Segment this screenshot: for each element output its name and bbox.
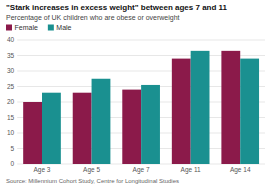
chart-svg: "Stark increases in excess weight" betwe… — [0, 0, 270, 186]
bar — [221, 51, 240, 164]
y-tick-label: 40 — [7, 36, 15, 43]
y-axis: 0 5 10 15 20 25 30 35 40 — [7, 36, 265, 167]
x-tick-label: Age 5 — [83, 166, 100, 174]
x-tick-label: Age 3 — [34, 166, 51, 174]
legend: Female Male — [6, 24, 72, 31]
y-tick-label: 0 — [11, 160, 15, 167]
legend-label: Male — [56, 24, 71, 31]
x-tick-label: Age 7 — [133, 166, 150, 174]
x-tick-label: Age 14 — [230, 166, 251, 174]
bar — [240, 59, 259, 164]
bar — [42, 93, 61, 164]
bar — [23, 102, 42, 164]
y-tick-label: 15 — [7, 114, 15, 121]
y-tick-label: 30 — [7, 67, 15, 74]
bar — [141, 85, 160, 164]
y-tick-label: 5 — [11, 145, 15, 152]
legend-label: Female — [15, 24, 38, 31]
bar — [92, 79, 111, 164]
subtitle: Percentage of UK children who are obese … — [6, 14, 180, 22]
title: "Stark increases in excess weight" betwe… — [6, 3, 228, 12]
x-tick-label: Age 11 — [181, 166, 202, 174]
bars — [23, 51, 259, 164]
bar — [73, 93, 92, 164]
bar — [191, 51, 210, 164]
legend-swatch — [6, 25, 12, 31]
legend-swatch — [48, 25, 54, 31]
y-tick-label: 10 — [7, 129, 15, 136]
y-tick-label: 35 — [7, 52, 15, 59]
y-tick-label: 25 — [7, 83, 15, 90]
x-axis: Age 3 Age 5 Age 7 Age 11 Age 14 — [34, 166, 251, 174]
source: Source: Millennium Cohort Study, Centre … — [6, 178, 179, 184]
grid-line — [17, 40, 265, 41]
chart-container: "Stark increases in excess weight" betwe… — [0, 0, 270, 186]
bar — [172, 59, 191, 164]
y-tick-label: 20 — [7, 98, 15, 105]
bar — [122, 90, 141, 164]
